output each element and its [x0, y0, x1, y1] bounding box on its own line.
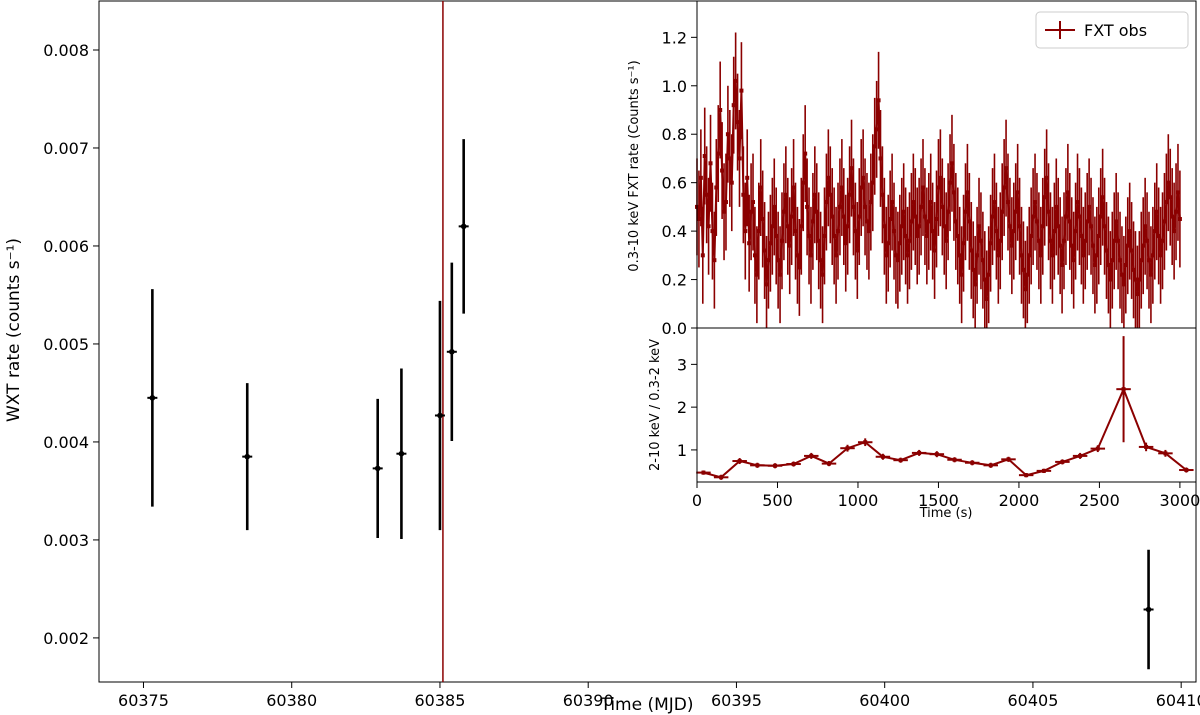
main-x-tick-label: 60375: [118, 691, 169, 710]
legend-entry-fxt-obs: FXT obs: [1084, 21, 1147, 40]
inset-top-axes: 0.0 0.2 0.4 0.6 0.8 1.0 1.2 0.3-10 keV FXT rat…: [627, 0, 1197, 338]
inset-bottom-x-ticks: 0 500 1000 1500 2000 2500 3000: [692, 482, 1200, 510]
main-y-axis-label: WXT rate (counts s⁻¹): [4, 238, 24, 422]
main-data-point: [149, 395, 156, 401]
fxt-rate-series: [695, 32, 1182, 328]
main-data-point: [449, 348, 455, 355]
main-data-point: [1145, 606, 1152, 613]
inset-bottom-x-tick-label: 2500: [1079, 491, 1120, 510]
main-data-point: [244, 453, 251, 460]
inset-top-y-tick-label: 0.0: [662, 319, 687, 338]
inset-top-y-axis-label: 0.3-10 keV FXT rate (Counts s⁻¹): [627, 60, 642, 271]
inset-top-y-ticks: 0.0 0.2 0.4 0.6 0.8 1.0 1.2: [662, 28, 697, 338]
inset-top-y-tick-label: 1.2: [662, 28, 687, 47]
main-x-axis-label: Time (MJD): [599, 695, 693, 715]
fxt-data-point: [737, 156, 742, 161]
inset-bottom-y-tick-label: 1: [677, 441, 687, 460]
inset-bottom-x-tick-label: 1500: [918, 491, 959, 510]
main-data-point: [437, 412, 443, 419]
main-x-tick-label: 60405: [1007, 691, 1058, 710]
hardness-ratio-series: [696, 336, 1194, 480]
inset-bottom-x-axis-label: Time (s): [919, 506, 973, 521]
main-x-tick-label: 60385: [415, 691, 466, 710]
main-y-tick-label: 0.004: [43, 433, 89, 452]
legend-box: [1035, 11, 1189, 49]
main-data-points: [147, 139, 1154, 670]
inset-bottom-x-tick-label: 1000: [838, 491, 879, 510]
inset-top-y-tick-label: 0.2: [662, 271, 687, 290]
main-y-tick-label: 0.003: [43, 531, 89, 550]
main-data-point: [398, 450, 405, 457]
fxt-data-point: [1177, 217, 1182, 221]
main-y-tick-label: 0.002: [43, 629, 89, 648]
inset-top-y-tick-label: 1.0: [662, 77, 687, 96]
inset-top-y-tick-label: 0.8: [662, 125, 687, 144]
main-y-tick-label: 0.006: [43, 237, 89, 256]
legend: FXT obs: [1035, 11, 1189, 49]
main-y-tick-label: 0.007: [43, 139, 89, 158]
inset-bottom-x-tick-label: 2000: [999, 491, 1040, 510]
main-y-tick-label: 0.008: [43, 41, 89, 60]
inset-bottom-axes: 0 500 1000 1500 2000 2500 3000 1 2 3 Time (s) 2-…: [648, 327, 1200, 521]
inset-bottom-y-axis-label: 2-10 keV / 0.3-2 keV: [648, 339, 663, 471]
hardness-line: [703, 386, 1187, 479]
inset-bottom-background: [697, 328, 1196, 482]
inset-bottom-x-tick-label: 0: [692, 491, 702, 510]
main-data-point: [374, 465, 381, 472]
inset-bottom-frame: [696, 327, 1197, 483]
inset-bottom-y-tick-label: 3: [677, 355, 687, 374]
fxt-line: [696, 80, 1181, 299]
hardness-data-point: [1184, 468, 1189, 473]
inset-top-y-tick-label: 0.4: [662, 222, 687, 241]
main-x-tick-label: 60400: [859, 691, 910, 710]
main-x-tick-label: 60380: [266, 691, 317, 710]
fxt-data-point: [700, 253, 705, 258]
inset-top-y-tick-label: 0.6: [662, 174, 687, 193]
inset-bottom-y-tick-label: 2: [677, 398, 687, 417]
main-x-tick-label: 60395: [711, 691, 762, 710]
main-y-tick-label: 0.005: [43, 335, 89, 354]
inset-bottom-x-tick-label: 500: [762, 491, 793, 510]
inset-bottom-x-tick-label: 3000: [1160, 491, 1200, 510]
main-x-tick-label: 60390: [563, 691, 614, 710]
main-y-ticks: 0.002 0.003 0.004 0.005 0.006 0.007 0.008: [43, 41, 99, 648]
inset-bottom-y-ticks: 1 2 3: [677, 355, 697, 460]
main-data-point: [460, 223, 467, 230]
main-axes: 60375 60380 60385 60390 60395 60400 60405 6041 0…: [4, 0, 1200, 715]
